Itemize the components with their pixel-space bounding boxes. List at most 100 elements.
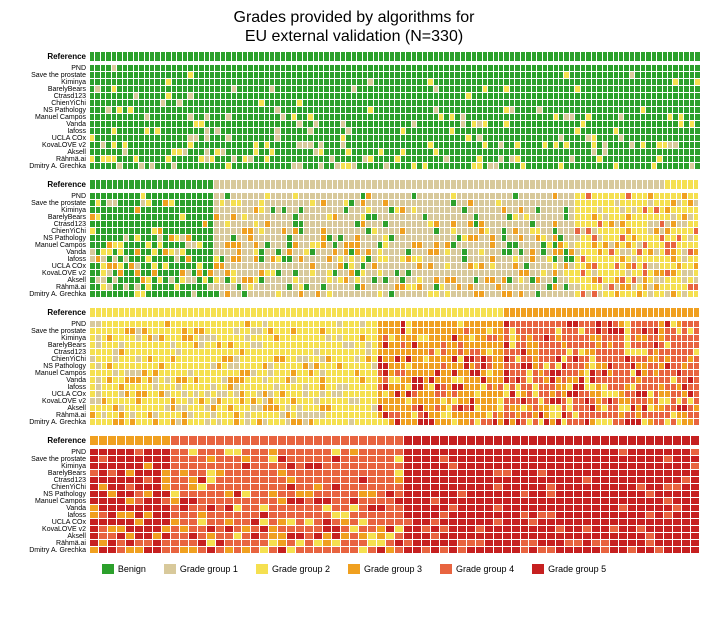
- algorithm-label: Save the prostate: [8, 200, 90, 207]
- algorithm-cells: [90, 398, 700, 405]
- heatmap-cell: [694, 342, 700, 349]
- reference-cells: [90, 308, 700, 318]
- algorithm-cells: [90, 342, 700, 349]
- heatmap-cell: [695, 156, 700, 163]
- algorithm-cells: [90, 263, 700, 270]
- algorithm-cells: [90, 72, 700, 79]
- algorithm-label: ChienYiChi: [8, 100, 90, 107]
- algorithm-label: KovaLOVE v2: [8, 270, 90, 277]
- algorithm-label: Ctrasd123: [8, 221, 90, 228]
- algorithm-label: Aksell: [8, 405, 90, 412]
- algorithm-label: Kiminya: [8, 335, 90, 342]
- algorithm-label: NS Pathology: [8, 107, 90, 114]
- algorithm-cells: [90, 79, 700, 86]
- heatmap-cell: [695, 79, 700, 86]
- algorithm-label: Ctrasd123: [8, 93, 90, 100]
- algorithm-label: PND: [8, 321, 90, 328]
- algorithm-cells: [90, 349, 700, 356]
- heatmap-cell: [695, 128, 700, 135]
- algorithm-label: Iafoss: [8, 384, 90, 391]
- heatmap-cell: [695, 93, 700, 100]
- algorithm-label: BarelyBears: [8, 342, 90, 349]
- algorithm-cells: [90, 270, 700, 277]
- algorithm-label: Vanda: [8, 377, 90, 384]
- algorithm-label: Ctrasd123: [8, 349, 90, 356]
- heatmap-cell: [695, 163, 700, 170]
- heatmap-cell: [694, 214, 700, 221]
- algorithm-label: PND: [8, 193, 90, 200]
- algorithm-cells: [90, 221, 700, 228]
- heatmap-panels: ReferencePNDSave the prostateKiminyaBare…: [8, 52, 700, 554]
- algorithm-cells: [90, 370, 700, 377]
- algorithm-cells: [90, 321, 700, 328]
- reference-label: Reference: [8, 309, 90, 317]
- algorithm-cells: [90, 135, 700, 142]
- algorithm-cells: [90, 149, 700, 156]
- algorithm-cells: [90, 93, 700, 100]
- reference-label: Reference: [8, 53, 90, 61]
- algorithm-cells: [90, 328, 700, 335]
- heatmap-cell: [695, 107, 700, 114]
- algorithm-label: NS Pathology: [8, 363, 90, 370]
- heatmap-cell: [694, 291, 700, 298]
- heatmap-cell: [694, 221, 700, 228]
- heatmap-cell: [694, 377, 700, 384]
- algorithm-label: UCLA COx: [8, 391, 90, 398]
- algorithm-cells: [90, 363, 700, 370]
- algorithm-cells: [90, 335, 700, 342]
- heatmap-cell: [694, 263, 700, 270]
- algorithm-label: UCLA COx: [8, 135, 90, 142]
- algorithm-cells: [90, 249, 700, 256]
- heatmap-cell: [694, 370, 700, 377]
- algorithm-cells: [90, 356, 700, 363]
- panel: Reference PNDSave the prostateKiminyaBare…: [8, 308, 700, 426]
- heatmap-cell: [694, 363, 700, 370]
- algorithm-label: BarelyBears: [8, 214, 90, 221]
- heatmap-cell: [694, 321, 700, 328]
- algorithm-cells: [90, 384, 700, 391]
- heatmap-cell: [695, 65, 700, 72]
- algorithm-cells: [90, 405, 700, 412]
- algorithm-cells: [90, 207, 700, 214]
- algorithm-label: Aksell: [8, 149, 90, 156]
- algorithm-label: Manuel Campos: [8, 370, 90, 377]
- heatmap-cell: [695, 52, 700, 62]
- heatmap-cell: [695, 86, 700, 93]
- algorithm-cells: [90, 193, 700, 200]
- algorithm-cells: [90, 86, 700, 93]
- algorithm-label: Kiminya: [8, 207, 90, 214]
- algorithm-cells: [90, 277, 700, 284]
- algorithm-cells: [90, 65, 700, 72]
- algorithm-label: NS Pathology: [8, 235, 90, 242]
- heatmap-cell: [694, 328, 700, 335]
- heatmap-cell: [694, 200, 700, 207]
- algorithm-label: Save the prostate: [8, 328, 90, 335]
- algorithm-label: Dmitry A. Grechka: [8, 163, 90, 170]
- heatmap-cell: [694, 356, 700, 363]
- heatmap-cell: [694, 193, 700, 200]
- heatmap-cell: [695, 100, 700, 107]
- algorithm-cells: [90, 377, 700, 384]
- algorithm-label: Manuel Campos: [8, 242, 90, 249]
- heatmap-cell: [695, 72, 700, 79]
- algorithm-cells: [90, 291, 700, 298]
- algorithm-cells: [90, 142, 700, 149]
- algorithm-label: Vanda: [8, 249, 90, 256]
- algorithm-label: ChienYiChi: [8, 228, 90, 235]
- heatmap-cell: [695, 149, 700, 156]
- title-line1: Grades provided by algorithms for: [234, 9, 475, 26]
- heatmap-cell: [694, 398, 700, 405]
- heatmap-cell: [694, 235, 700, 242]
- heatmap-cell: [695, 114, 700, 121]
- panel: ReferencePNDSave the prostateKiminyaBare…: [8, 52, 700, 170]
- algorithm-cells: [90, 235, 700, 242]
- heatmap-cell: [695, 121, 700, 128]
- algorithm-cells: [90, 256, 700, 263]
- heatmap-cell: [694, 284, 700, 291]
- heatmap-cell: [694, 249, 700, 256]
- reference-cells: [90, 180, 700, 190]
- algorithm-cells: [90, 228, 700, 235]
- heatmap-cell: [695, 135, 700, 142]
- algorithm-cells: [90, 163, 700, 170]
- algorithm-cells: [90, 156, 700, 163]
